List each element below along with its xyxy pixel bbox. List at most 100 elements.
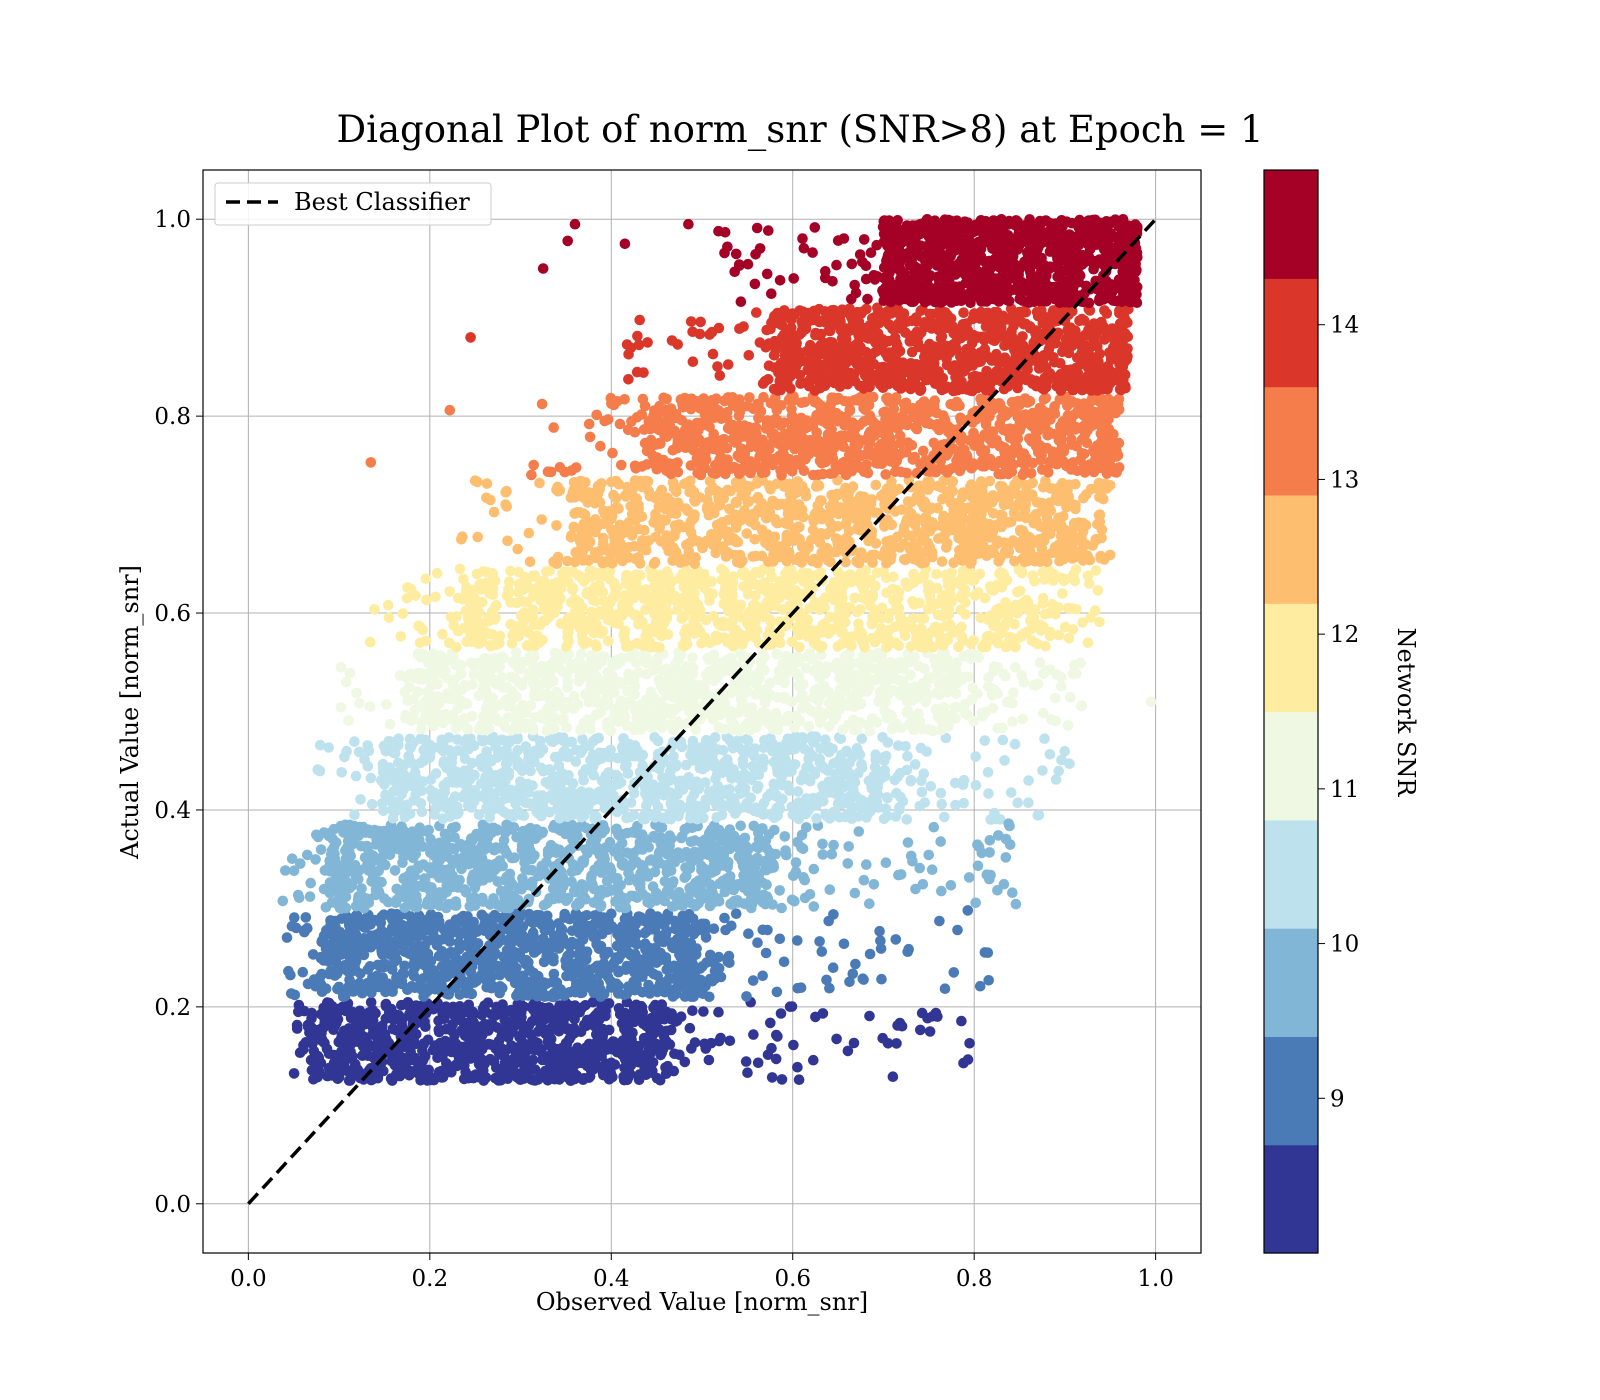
scatter-point	[1000, 852, 1012, 863]
scatter-point	[516, 924, 527, 935]
scatter-point	[660, 860, 671, 871]
scatter-band-1	[281, 908, 994, 1003]
scatter-point	[405, 742, 417, 753]
scatter-point	[345, 977, 356, 988]
scatter-point	[386, 1075, 398, 1086]
scatter-point	[742, 718, 753, 729]
scatter-point	[931, 687, 942, 699]
scatter-point	[761, 842, 773, 854]
scatter-point	[497, 682, 509, 693]
scatter-point	[345, 1035, 356, 1046]
scatter-point	[439, 864, 451, 876]
scatter-point	[596, 827, 608, 839]
scatter-point	[822, 765, 834, 776]
scatter-point	[405, 873, 417, 884]
scatter-point	[446, 822, 458, 834]
scatter-point	[597, 651, 608, 662]
scatter-point	[814, 936, 825, 947]
scatter-point	[656, 822, 668, 833]
scatter-band-4	[335, 647, 1088, 737]
scatter-point	[700, 932, 712, 943]
scatter-point	[612, 1046, 623, 1058]
scatter-point	[708, 861, 719, 873]
scatter-point	[564, 1010, 576, 1021]
scatter-point	[554, 813, 565, 824]
scatter-point	[1062, 720, 1074, 731]
scatter-point	[642, 1036, 653, 1048]
scatter-point	[997, 734, 1009, 746]
scatter-point	[858, 974, 869, 985]
scatter-point	[599, 999, 611, 1010]
scatter-point	[876, 655, 888, 666]
scatter-point	[642, 896, 653, 908]
scatter-point	[569, 803, 581, 814]
scatter-point	[347, 1051, 358, 1062]
scatter-point	[977, 711, 988, 722]
scatter-point	[719, 757, 731, 768]
scatter-point	[866, 783, 878, 794]
scatter-point	[478, 1075, 490, 1086]
scatter-point	[907, 655, 918, 667]
scatter-point	[397, 846, 408, 857]
scatter-point	[508, 822, 520, 833]
scatter-point	[895, 689, 906, 700]
scatter-point	[429, 1040, 441, 1051]
scatter-point	[780, 845, 791, 856]
scatter-point	[812, 660, 824, 671]
scatter-point	[696, 918, 708, 930]
scatter-point	[629, 1009, 641, 1020]
scatter-point	[970, 751, 981, 762]
scatter-point	[523, 746, 534, 758]
scatter-point	[448, 651, 459, 662]
scatter-point	[983, 788, 994, 799]
scatter-point	[905, 669, 916, 681]
scatter-point	[617, 741, 628, 753]
scatter-point	[772, 1031, 783, 1042]
scatter-point	[324, 855, 336, 867]
scatter-point	[438, 1037, 449, 1048]
scatter-point	[325, 965, 337, 977]
scatter-point	[524, 798, 536, 809]
scatter-point	[578, 810, 590, 822]
scatter-point	[416, 723, 427, 735]
scatter-point	[318, 827, 330, 838]
scatter-point	[789, 743, 801, 755]
scatter-point	[426, 917, 438, 928]
scatter-point	[280, 865, 291, 876]
scatter-point	[529, 850, 540, 861]
scatter-point	[949, 777, 961, 789]
scatter-point	[983, 681, 994, 692]
scatter-point	[789, 895, 800, 907]
scatter-point	[754, 684, 765, 695]
scatter-point	[853, 657, 865, 669]
scatter-point	[610, 874, 622, 885]
scatter-point	[538, 899, 550, 911]
scatter-point	[501, 890, 512, 901]
scatter-point	[753, 716, 765, 728]
scatter-point	[688, 748, 700, 760]
scatter-point	[449, 791, 461, 802]
scatter-point	[902, 751, 913, 762]
scatter-point	[625, 1039, 637, 1050]
scatter-point	[542, 845, 554, 856]
scatter-point	[572, 830, 583, 842]
scatter-point	[387, 964, 398, 975]
scatter-point	[648, 808, 660, 820]
scatter-point	[600, 1058, 612, 1069]
scatter-point	[551, 734, 562, 745]
scatter-point	[516, 844, 528, 856]
scatter-point	[841, 809, 852, 821]
scatter-point	[824, 884, 836, 895]
scatter-band-0	[288, 996, 974, 1086]
scatter-point	[651, 957, 662, 968]
scatter-point	[635, 1000, 647, 1012]
scatter-point	[367, 1028, 379, 1039]
scatter-point	[479, 1005, 491, 1016]
scatter-point	[720, 924, 731, 936]
scatter-point	[715, 702, 726, 713]
scatter-point	[366, 987, 377, 999]
scatter-band-5	[365, 563, 1105, 653]
scatter-point	[757, 648, 769, 660]
scatter-point	[500, 845, 511, 857]
scatter-point	[598, 788, 610, 800]
